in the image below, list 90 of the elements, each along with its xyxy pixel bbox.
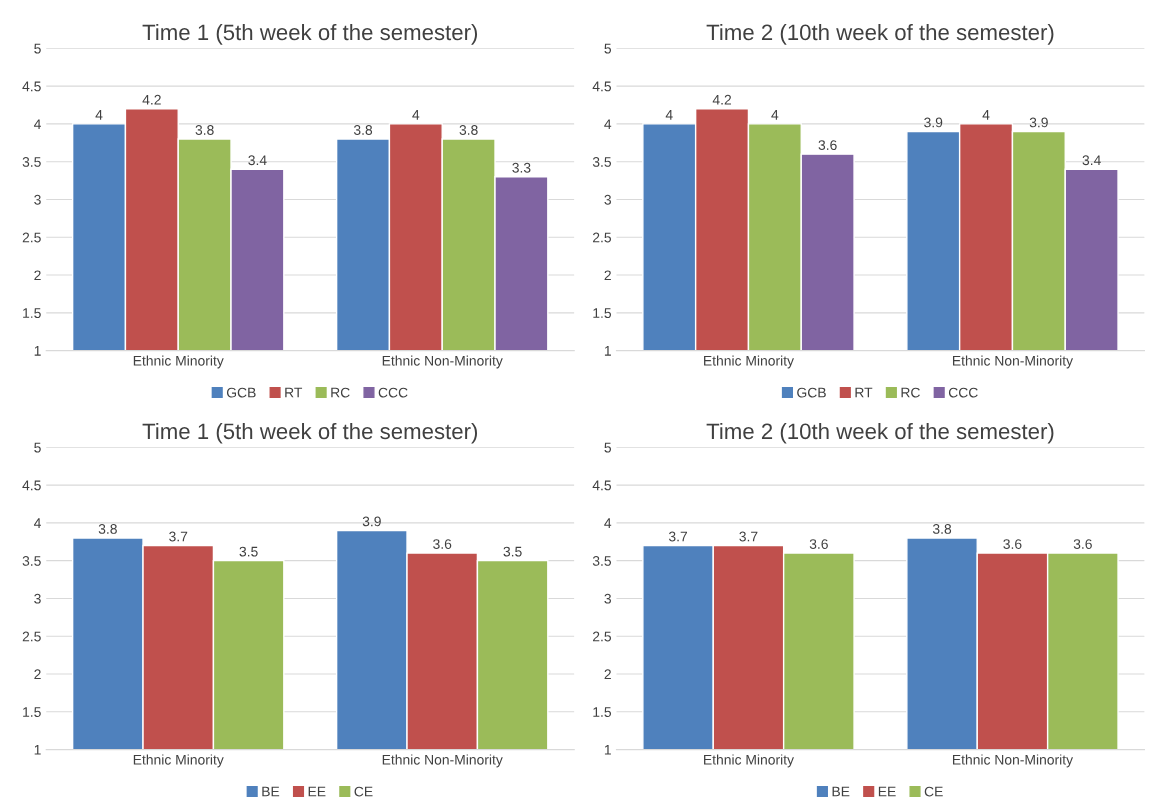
y-tick-label: 2 [604, 669, 611, 680]
y-tick-label: 4 [604, 119, 612, 129]
data-label: 3.8 [98, 524, 117, 534]
data-label: 3.8 [353, 125, 373, 135]
y-tick-label: 2 [604, 270, 611, 281]
y-tick-label: 1.5 [23, 308, 41, 318]
data-label: 4 [982, 110, 990, 120]
legend-label: BE [832, 786, 850, 797]
legend-label: CCC [378, 387, 408, 398]
y-tick-label: 3.5 [592, 556, 612, 566]
x-tick-label: Ethnic Non-Minority [953, 754, 1074, 768]
data-label: 3.6 [1073, 539, 1092, 549]
data-label: 3.4 [248, 155, 267, 166]
y-tick-label: 5 [34, 442, 41, 453]
y-tick-label: 4.5 [22, 81, 41, 92]
data-label: 3.9 [362, 516, 381, 527]
y-tick-label: 3 [604, 593, 611, 604]
data-label: 3.6 [1003, 539, 1022, 549]
data-label: 3.8 [459, 125, 478, 135]
y-tick-label: 4.5 [22, 480, 41, 491]
data-label: 3.9 [924, 117, 943, 128]
y-tick-label: 1.5 [23, 707, 41, 717]
y-tick-label: 1.5 [593, 707, 612, 717]
data-label: 4 [95, 110, 103, 120]
chart-title: Time 1 (5th week of the semester) [142, 422, 478, 444]
x-tick-label: Ethnic Minority [133, 754, 224, 768]
data-label: 3.6 [809, 539, 828, 549]
data-label: 3.6 [433, 539, 452, 549]
y-tick-label: 2.5 [592, 631, 612, 642]
chart-title: Time 2 (10th week of the semester) [706, 422, 1054, 444]
y-tick-label: 4 [33, 119, 41, 129]
data-label: 3.8 [195, 125, 214, 135]
y-tick-label: 4.5 [592, 480, 612, 491]
chart-title: Time 2 (10th week of the semester) [706, 23, 1054, 45]
y-tick-label: 5 [604, 43, 612, 54]
data-label: 3.7 [739, 531, 758, 542]
y-tick-label: 3.5 [22, 157, 41, 167]
y-tick-label: 5 [604, 442, 612, 453]
legend-label: GCB [797, 387, 826, 398]
y-tick-label: 4 [604, 518, 612, 528]
y-tick-label: 2.5 [592, 232, 612, 243]
legend-label: RC [331, 387, 350, 398]
x-tick-label: Ethnic Minority [704, 355, 794, 369]
x-tick-label: Ethnic Non-Minority [953, 355, 1074, 369]
y-tick-label: 2 [34, 669, 41, 680]
x-tick-label: Ethnic Minority [704, 754, 794, 768]
y-tick-label: 5 [34, 43, 41, 54]
data-label: 3.8 [932, 524, 952, 534]
legend-label: BE [262, 786, 280, 797]
y-tick-label: 3 [34, 593, 41, 604]
data-label: 3.4 [1082, 155, 1101, 166]
data-label: 4 [665, 110, 673, 120]
y-tick-label: 3.5 [592, 157, 612, 167]
legend-label: CE [924, 786, 943, 797]
y-tick-label: 1 [604, 346, 611, 356]
legend-label: CE [354, 786, 373, 797]
legend-label: RC [901, 387, 920, 398]
legend-label: RT [855, 387, 873, 398]
data-label: 3.9 [1029, 117, 1048, 128]
data-label: 3.5 [239, 546, 258, 557]
y-tick-label: 1 [604, 745, 611, 755]
y-tick-label: 1 [34, 346, 41, 356]
legend-label: RT [285, 387, 303, 398]
chart-title: Time 1 (5th week of the semester) [142, 23, 478, 45]
data-label: 3.3 [512, 162, 531, 173]
y-tick-label: 2.5 [22, 232, 41, 243]
y-tick-label: 2 [34, 270, 41, 281]
legend-label: EE [308, 786, 326, 797]
x-tick-label: Ethnic Minority [133, 355, 224, 369]
data-label: 3.6 [818, 140, 837, 151]
y-tick-label: 1 [34, 745, 41, 755]
data-label: 3.7 [169, 531, 188, 542]
legend-label: CCC [948, 387, 978, 398]
x-tick-label: Ethnic Non-Minority [382, 355, 503, 369]
y-tick-label: 2.5 [22, 631, 41, 642]
data-label: 4.2 [142, 94, 161, 105]
y-tick-label: 1.5 [593, 308, 612, 318]
data-label: 4 [771, 110, 779, 120]
y-tick-label: 3 [604, 194, 611, 205]
y-tick-label: 3 [34, 194, 41, 205]
data-label: 3.7 [668, 531, 688, 542]
data-label: 4 [412, 110, 420, 120]
y-tick-label: 3.5 [22, 556, 41, 566]
legend-label: GCB [226, 387, 256, 398]
y-tick-label: 4 [33, 518, 41, 528]
data-label: 3.5 [503, 546, 522, 557]
legend-label: EE [878, 786, 896, 797]
x-tick-label: Ethnic Non-Minority [382, 754, 503, 768]
y-tick-label: 4.5 [592, 81, 612, 92]
data-label: 4.2 [712, 94, 732, 105]
